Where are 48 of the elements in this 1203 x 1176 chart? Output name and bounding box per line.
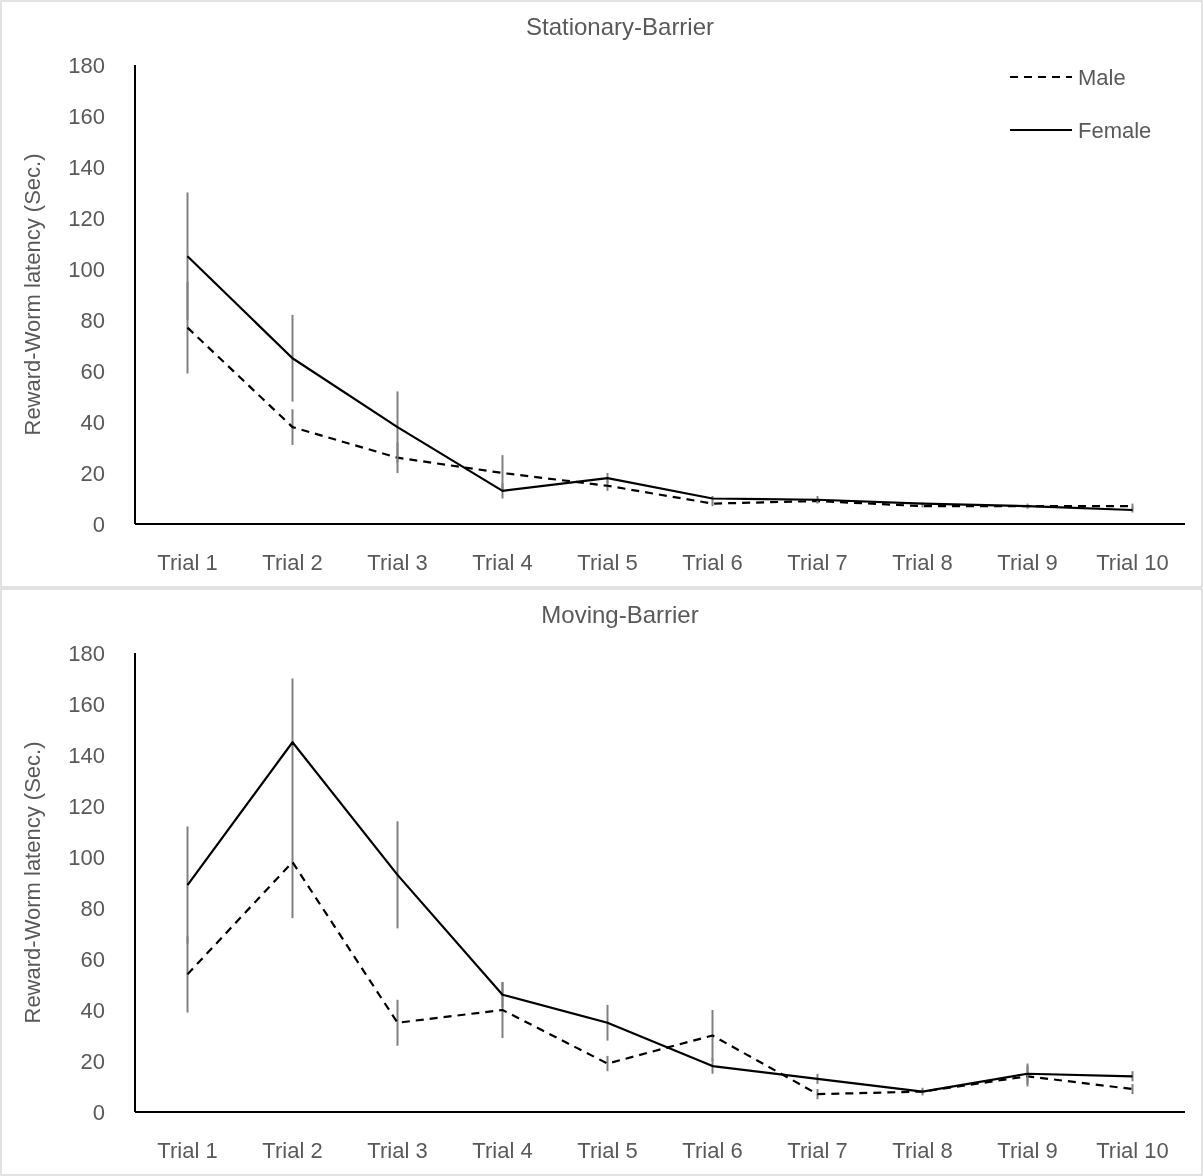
x-tick-label: Trial 6 [682,1138,743,1163]
x-tick-label: Trial 10 [1096,550,1169,575]
y-tick-label: 140 [68,154,105,180]
y-tick-label: 60 [80,358,105,384]
x-tick-label: Trial 8 [892,1138,953,1163]
y-tick-label: 20 [80,460,105,486]
x-tick-label: Trial 1 [157,550,218,575]
legend-label: Male [1078,64,1126,90]
x-tick-label: Trial 5 [577,1138,638,1163]
x-tick-label: Trial 7 [787,550,848,575]
x-tick-label: Trial 9 [997,1138,1058,1163]
chart-title: Moving-Barrier [541,601,699,628]
y-tick-label: 80 [80,895,105,921]
x-tick-label: Trial 4 [472,1138,533,1163]
chart-title: Stationary-Barrier [525,13,715,40]
y-tick-label: 120 [68,205,105,231]
x-tick-label: Trial 1 [157,1138,218,1163]
x-tick-label: Trial 2 [262,550,323,575]
y-tick-label: 180 [68,640,105,666]
y-tick-label: 40 [80,409,105,435]
y-tick-label: 160 [68,691,105,717]
x-tick-label: Trial 9 [997,550,1058,575]
x-tick-label: Trial 2 [262,1138,323,1163]
line-series [186,255,1134,512]
y-tick-label: 120 [68,793,105,819]
y-tick-label: 0 [92,1099,105,1125]
y-tick-label: 20 [80,1048,105,1074]
x-tick-label: Trial 3 [367,550,428,575]
y-tick-label: 60 [80,946,105,972]
legend-label: Female [1078,117,1152,143]
x-tick-label: Trial 8 [892,550,953,575]
y-tick-label: 140 [68,742,105,768]
x-tick-label: Trial 4 [472,550,533,575]
y-tick-label: 100 [68,844,105,870]
x-tick-label: Trial 10 [1096,1138,1169,1163]
x-tick-label: Trial 7 [787,1138,848,1163]
x-tick-label: Trial 3 [367,1138,428,1163]
line-series [186,741,1134,1093]
y-tick-label: 40 [80,997,105,1023]
y-tick-label: 160 [68,103,105,129]
x-tick-label: Trial 5 [577,550,638,575]
y-tick-label: 0 [92,511,105,537]
y-axis-title: Reward-Worm latency (Sec.) [20,153,45,436]
y-tick-label: 100 [68,256,105,282]
y-tick-label: 180 [68,52,105,78]
y-axis-title: Reward-Worm latency (Sec.) [20,741,45,1024]
y-tick-label: 80 [80,307,105,333]
x-tick-label: Trial 6 [682,550,743,575]
